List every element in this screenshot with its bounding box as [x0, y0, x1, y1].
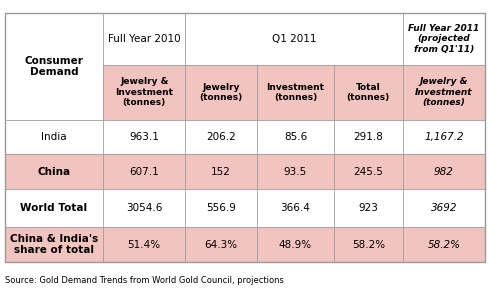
Text: 3692: 3692 [431, 203, 457, 213]
Text: 58.2%: 58.2% [427, 240, 461, 250]
Text: Consumer
Demand: Consumer Demand [24, 56, 83, 77]
Bar [403, 120, 485, 154]
Bar [257, 120, 334, 154]
Bar [185, 13, 403, 65]
Text: 245.5: 245.5 [353, 166, 383, 177]
Bar [103, 13, 185, 65]
Text: 3054.6: 3054.6 [126, 203, 162, 213]
Bar [334, 120, 403, 154]
Bar [5, 189, 103, 227]
Text: China: China [37, 166, 71, 177]
Text: India: India [41, 132, 67, 142]
Text: Full Year 2011
(projected
from Q1'11): Full Year 2011 (projected from Q1'11) [408, 24, 480, 54]
Bar [334, 227, 403, 262]
Bar [403, 65, 485, 120]
Text: 963.1: 963.1 [129, 132, 159, 142]
Text: Full Year 2010: Full Year 2010 [108, 34, 180, 44]
Text: 58.2%: 58.2% [352, 240, 385, 250]
Text: 366.4: 366.4 [280, 203, 310, 213]
Text: 206.2: 206.2 [206, 132, 236, 142]
Bar [403, 227, 485, 262]
Bar [103, 227, 185, 262]
Text: 93.5: 93.5 [284, 166, 307, 177]
Bar [103, 154, 185, 189]
Bar [185, 154, 257, 189]
Text: 85.6: 85.6 [284, 132, 307, 142]
Bar [185, 120, 257, 154]
Text: 51.4%: 51.4% [127, 240, 161, 250]
Bar [185, 189, 257, 227]
Text: Jewelry
(tonnes): Jewelry (tonnes) [199, 83, 243, 102]
Text: World Total: World Total [21, 203, 88, 213]
Bar [257, 154, 334, 189]
Text: 923: 923 [358, 203, 378, 213]
Bar [257, 227, 334, 262]
Bar [5, 227, 103, 262]
Text: 556.9: 556.9 [206, 203, 236, 213]
Bar [403, 13, 485, 65]
Text: China & India's
share of total: China & India's share of total [10, 234, 98, 255]
Text: 982: 982 [434, 166, 454, 177]
Bar [5, 154, 103, 189]
Text: 291.8: 291.8 [353, 132, 383, 142]
Bar [334, 65, 403, 120]
Text: 1,167.2: 1,167.2 [424, 132, 464, 142]
Bar [257, 189, 334, 227]
Bar [185, 65, 257, 120]
Text: Jewelry &
Investment
(tonnes): Jewelry & Investment (tonnes) [115, 77, 173, 107]
Text: Total
(tonnes): Total (tonnes) [347, 83, 390, 102]
Bar [403, 189, 485, 227]
Text: 48.9%: 48.9% [279, 240, 312, 250]
Text: Investment
(tonnes): Investment (tonnes) [267, 83, 324, 102]
Text: 64.3%: 64.3% [204, 240, 238, 250]
Bar [5, 13, 103, 120]
Text: 152: 152 [211, 166, 231, 177]
Bar [5, 13, 485, 262]
Bar [334, 154, 403, 189]
Bar [334, 189, 403, 227]
Bar [185, 227, 257, 262]
Text: Source: Gold Demand Trends from World Gold Council, projections: Source: Gold Demand Trends from World Go… [5, 276, 284, 285]
Bar [403, 154, 485, 189]
Bar [103, 65, 185, 120]
Text: 607.1: 607.1 [129, 166, 159, 177]
Text: Q1 2011: Q1 2011 [272, 34, 317, 44]
Bar [257, 65, 334, 120]
Bar [5, 120, 103, 154]
Bar [103, 120, 185, 154]
Bar [103, 189, 185, 227]
Text: Jewelry &
Investment
(tonnes): Jewelry & Investment (tonnes) [415, 77, 473, 107]
